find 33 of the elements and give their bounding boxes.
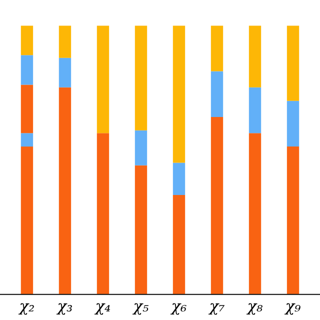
x-tick-label: χ₄ bbox=[94, 303, 110, 315]
bar bbox=[172, 194, 186, 294]
bar bbox=[20, 55, 34, 85]
x-tick-label: χ₂ bbox=[18, 303, 34, 315]
bar bbox=[96, 26, 110, 134]
bar bbox=[20, 146, 34, 294]
bar bbox=[20, 26, 34, 56]
bar bbox=[20, 133, 34, 147]
bar bbox=[286, 26, 300, 101]
bar bbox=[286, 146, 300, 294]
bar bbox=[58, 87, 72, 294]
bar bbox=[210, 26, 224, 72]
x-tick-label: χ₉ bbox=[284, 303, 300, 315]
x-tick-label: χ₇ bbox=[208, 303, 224, 315]
bar bbox=[20, 84, 34, 134]
bar bbox=[134, 26, 148, 130]
bar bbox=[248, 26, 262, 88]
bar bbox=[96, 133, 110, 294]
x-tick-label: χ₆ bbox=[170, 303, 186, 315]
x-tick-label: χ₅ bbox=[132, 303, 148, 315]
bar bbox=[58, 58, 72, 88]
bar bbox=[172, 162, 186, 195]
bar bbox=[172, 26, 186, 163]
bar bbox=[248, 87, 262, 134]
x-tick-label: χ₈ bbox=[246, 303, 262, 315]
bar bbox=[210, 71, 224, 117]
bar bbox=[248, 133, 262, 294]
bar bbox=[286, 100, 300, 147]
bar bbox=[134, 165, 148, 294]
x-tick-label: χ₃ bbox=[56, 303, 72, 315]
bar bbox=[134, 130, 148, 166]
bar bbox=[210, 116, 224, 294]
bar bbox=[58, 26, 72, 58]
